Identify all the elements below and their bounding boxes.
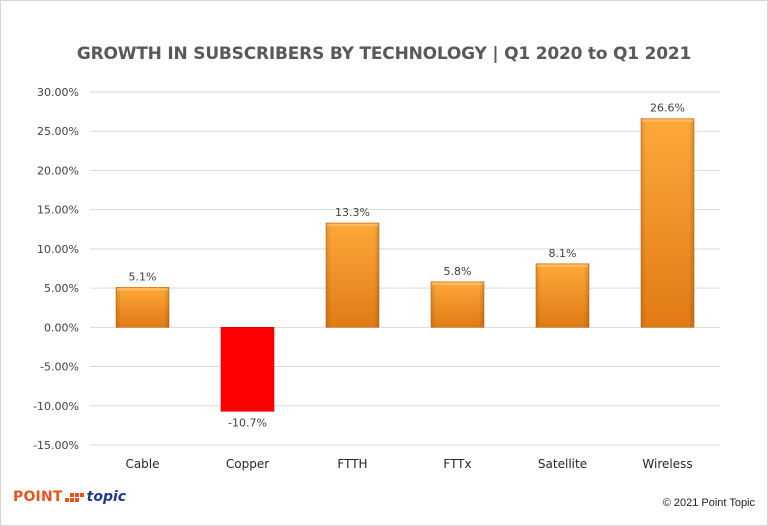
bar-fttx — [430, 281, 485, 328]
x-tick-label: Wireless — [642, 457, 692, 471]
bar-cable — [115, 287, 170, 328]
bar-highlight — [327, 224, 378, 227]
bar-wireless — [640, 118, 695, 328]
logo-topic-text: topic — [86, 489, 127, 505]
bar-shading — [641, 118, 694, 328]
x-tick-label: Copper — [226, 457, 269, 471]
data-label: 13.3% — [335, 206, 370, 219]
y-tick-label: 20.00% — [37, 164, 79, 177]
x-tick-label: FTTx — [443, 457, 471, 471]
y-axis: 30.00% 25.00% 20.00% 15.00% 10.00% 5.00% 0.00%… — [33, 86, 79, 452]
data-label: 5.8% — [444, 265, 472, 278]
bar-highlight — [642, 119, 693, 122]
bar-copper — [220, 327, 275, 412]
y-tick-label: 10.00% — [37, 243, 79, 256]
data-label: -10.7% — [228, 416, 267, 429]
y-tick-label: -5.00% — [40, 361, 79, 374]
x-tick-label: Cable — [125, 457, 159, 471]
bar-highlight — [432, 282, 483, 285]
bars — [115, 118, 695, 412]
bar-highlight — [537, 264, 588, 267]
bar-ftth — [325, 222, 380, 328]
logo-squares-icon — [64, 492, 84, 502]
y-tick-label: -15.00% — [33, 439, 79, 452]
bar-highlight — [117, 288, 168, 291]
data-labels: 5.1% -10.7% 13.3% 5.8% 8.1% 26.6% — [129, 102, 685, 430]
y-tick-label: -10.00% — [33, 400, 79, 413]
bar-shading — [326, 223, 379, 328]
chart-title: GROWTH IN SUBSCRIBERS BY TECHNOLOGY | Q1… — [76, 44, 692, 64]
bar — [220, 327, 275, 412]
logo-point-text: POINT — [13, 489, 63, 505]
x-tick-label: FTTH — [337, 457, 367, 471]
bar-satellite — [535, 263, 590, 328]
y-tick-label: 15.00% — [37, 204, 79, 217]
point-topic-logo: POINT topic — [13, 488, 126, 506]
data-label: 8.1% — [549, 247, 577, 260]
gridlines — [90, 91, 720, 446]
data-label: 5.1% — [129, 270, 157, 283]
y-tick-label: 30.00% — [37, 86, 79, 99]
bar-shading — [536, 263, 589, 328]
data-label: 26.6% — [650, 102, 685, 115]
x-tick-label: Satellite — [538, 457, 587, 471]
y-tick-label: 5.00% — [44, 282, 79, 295]
y-tick-label: 0.00% — [44, 321, 79, 334]
bar-shading — [431, 281, 484, 328]
copyright-notice: © 2021 Point Topic — [662, 497, 755, 509]
y-tick-label: 25.00% — [37, 125, 79, 138]
x-axis: Cable Copper FTTH FTTx Satellite Wireless — [125, 457, 692, 471]
bar-shading — [116, 287, 169, 328]
